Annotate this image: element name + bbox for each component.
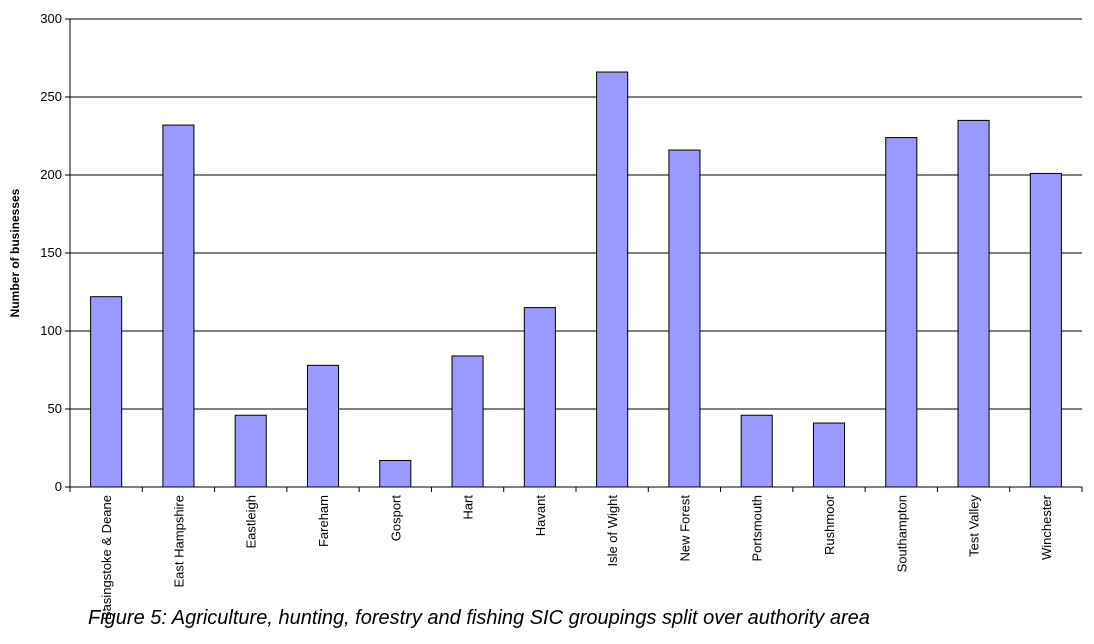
x-tick-label: Basingstoke & Deane bbox=[99, 495, 114, 620]
y-tick-labels: 0 50 100 150 200 250 300 bbox=[40, 11, 62, 494]
x-tick-label: East Hampshire bbox=[171, 495, 186, 587]
y-tick-label: 300 bbox=[40, 11, 62, 26]
bar bbox=[957, 119, 990, 488]
x-tick-label: Portsmouth bbox=[750, 495, 765, 561]
x-tick-labels: Basingstoke & Deane East Hampshire Eastlei… bbox=[99, 494, 1054, 620]
y-tick-label: 0 bbox=[55, 479, 62, 494]
bar bbox=[812, 422, 846, 488]
x-tick-label: Rushmoor bbox=[822, 494, 837, 555]
bar bbox=[885, 137, 918, 488]
bar bbox=[740, 414, 773, 488]
bar bbox=[668, 149, 701, 488]
y-tick-label: 100 bbox=[40, 323, 62, 338]
y-tick-label: 150 bbox=[40, 245, 62, 260]
y-tick-label: 50 bbox=[48, 401, 62, 416]
y-tick-label: 250 bbox=[40, 89, 62, 104]
x-tick-label: Southampton bbox=[894, 495, 909, 572]
y-tick-label: 200 bbox=[40, 167, 62, 182]
bar bbox=[234, 414, 267, 488]
bar bbox=[451, 355, 484, 488]
gridlines bbox=[70, 18, 1082, 410]
x-tick-label: Fareham bbox=[316, 495, 331, 547]
bars bbox=[90, 71, 1062, 488]
x-tick-label: Hart bbox=[461, 495, 476, 520]
bar bbox=[596, 71, 629, 488]
x-tick-label: Eastleigh bbox=[244, 495, 259, 548]
x-tick-label: Test Valley bbox=[967, 495, 982, 557]
bar bbox=[90, 296, 123, 488]
x-tick-label: Gosport bbox=[388, 495, 403, 542]
x-tick-label: Havant bbox=[533, 495, 548, 537]
x-tick-label: Isle of Wight bbox=[605, 495, 620, 567]
bar bbox=[379, 459, 412, 488]
x-tick-label: New Forest bbox=[677, 495, 692, 562]
bar bbox=[523, 307, 556, 488]
figure-caption: Figure 5: Agriculture, hunting, forestry… bbox=[88, 607, 870, 629]
axes bbox=[65, 18, 1083, 492]
bar bbox=[1029, 172, 1062, 488]
x-tick-label: Winchester bbox=[1039, 494, 1054, 560]
bar bbox=[162, 124, 195, 488]
y-axis-title: Number of businesses bbox=[8, 188, 22, 317]
bar bbox=[306, 364, 340, 488]
